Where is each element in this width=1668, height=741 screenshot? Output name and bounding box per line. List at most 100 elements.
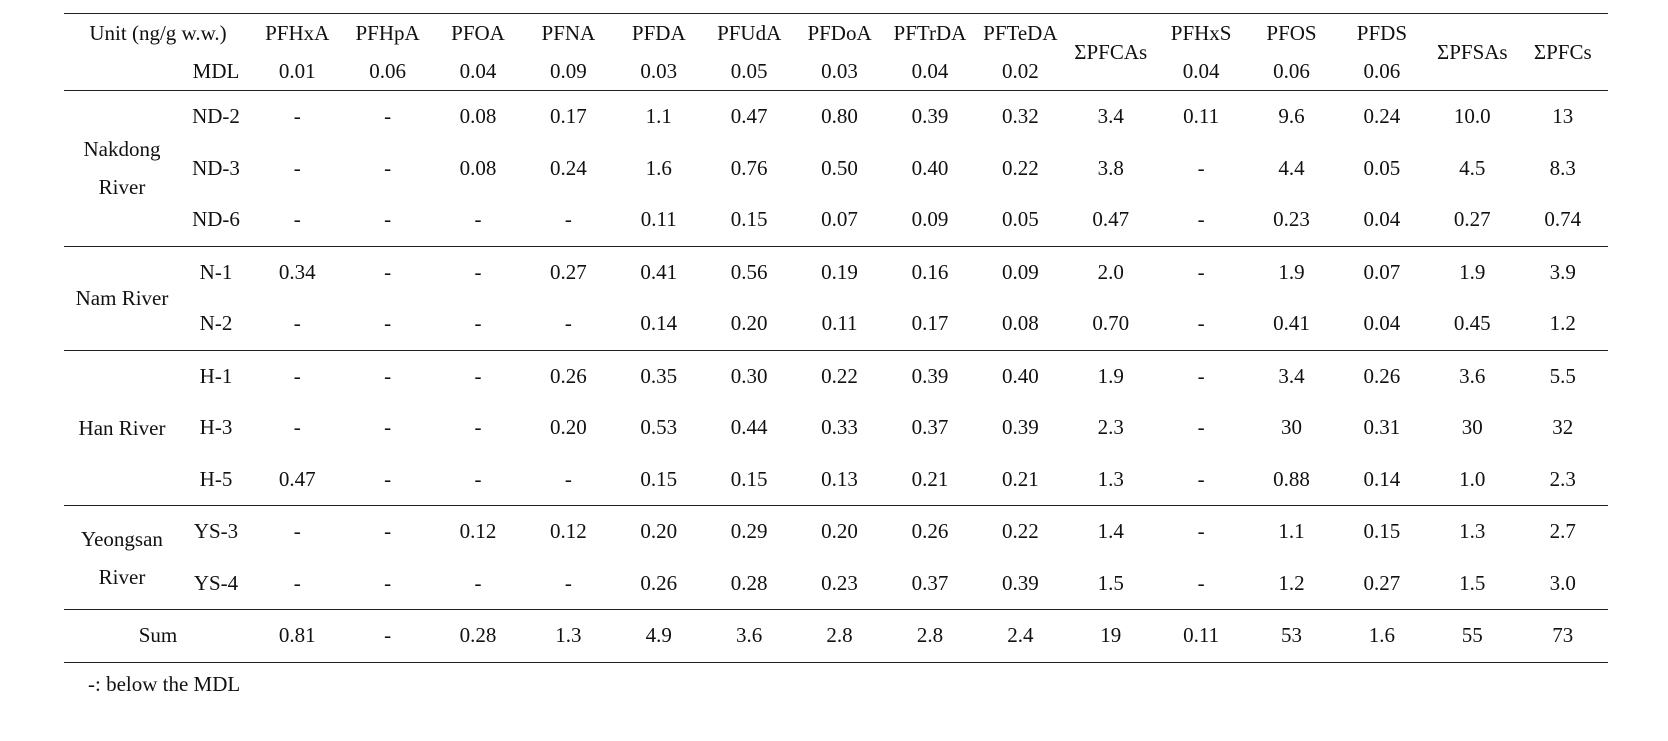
value-cell: 0.47 <box>252 453 343 506</box>
data-row: H-5 0.47- - -0.15 0.15 0.13 0.21 0.21 1.3-0.88 0.… <box>64 453 1608 506</box>
value-cell: 3.4 <box>1278 363 1305 388</box>
value-cell: 1.9 <box>1459 259 1486 284</box>
value-cell: 0.34 <box>278 259 316 284</box>
value-cell: 0.32 <box>1001 104 1039 129</box>
value-cell: 2.3 <box>1517 453 1608 506</box>
sum-label: Sum <box>64 609 253 663</box>
value-cell: 10.0 <box>1453 104 1491 129</box>
site-label: ND-2 <box>192 104 240 129</box>
value-cell: 1.5 <box>1427 557 1518 610</box>
value-cell: - <box>384 363 392 388</box>
value-cell: 0.33 <box>821 415 858 440</box>
value-cell: 0.11 <box>794 298 885 351</box>
mdl-value: 0.06 <box>342 52 433 91</box>
value-cell: 0.40 <box>1001 363 1039 388</box>
value-cell: - <box>252 194 343 247</box>
site-label: H-1 <box>199 363 233 388</box>
value-cell: 0.08 <box>459 155 497 180</box>
value-cell: 3.6 <box>1459 363 1486 388</box>
sum-value: 4.9 <box>613 609 704 663</box>
value-cell: - <box>384 259 392 284</box>
value-cell: - <box>474 363 482 388</box>
value-cell: 1.6 <box>645 155 672 180</box>
value-cell: 0.14 <box>613 298 704 351</box>
value-cell: - <box>1197 259 1205 284</box>
value-cell: - <box>474 259 482 284</box>
value-cell: - <box>1155 557 1247 610</box>
mdl-label: MDL <box>180 52 253 91</box>
value-cell: - <box>293 519 301 544</box>
value-cell: 0.22 <box>821 363 858 388</box>
site-label: YS-3 <box>193 519 239 544</box>
value-cell: - <box>342 557 433 610</box>
mdl-value: 0.02 <box>975 52 1066 91</box>
value-cell: 1.9 <box>1097 363 1124 388</box>
value-cell: 1.9 <box>1278 259 1305 284</box>
header-row: Unit (ng/g w.w.) PFHxA PFHpA PFOA PFNA PFDA PF… <box>64 13 1608 91</box>
column-header: PFUdA <box>703 13 795 52</box>
data-row: YS-4- - - -0.26 0.28 0.23 0.37 0.39 1.5-1.2 0.27 1… <box>64 557 1608 610</box>
value-cell: - <box>523 298 614 351</box>
mdl-value: 0.06 <box>1246 52 1337 91</box>
column-header: PFHxS <box>1155 13 1247 52</box>
value-cell: 3.4 <box>1097 104 1124 129</box>
value-cell: 0.23 <box>794 557 885 610</box>
value-cell: 0.26 <box>1363 363 1401 388</box>
value-cell: 0.19 <box>821 259 858 284</box>
value-cell: - <box>1197 519 1205 544</box>
value-cell: - <box>342 453 433 506</box>
column-header: PFDA <box>613 13 704 52</box>
column-header: ΣPFCAs <box>1065 13 1156 91</box>
value-cell: 0.16 <box>911 259 949 284</box>
value-cell: - <box>523 453 614 506</box>
value-cell: 0.08 <box>459 104 497 129</box>
sum-value: - <box>342 609 433 663</box>
data-row: N-2- - - -0.14 0.20 0.11 0.17 0.08 0.70-0.41 0.04… <box>64 298 1608 351</box>
value-cell: 0.05 <box>975 194 1066 247</box>
value-cell: 0.74 <box>1517 194 1608 247</box>
sum-value: 1.6 <box>1336 609 1428 663</box>
value-cell: 0.27 <box>550 259 587 284</box>
value-cell: 0.12 <box>459 519 497 544</box>
sum-value: 1.3 <box>523 609 614 663</box>
sum-value: 53 <box>1246 609 1337 663</box>
value-cell: 9.6 <box>1278 104 1305 129</box>
value-cell: 0.24 <box>1363 104 1401 129</box>
blank-cell <box>64 52 180 91</box>
mdl-value: 0.04 <box>1155 52 1247 91</box>
value-cell: 0.41 <box>1246 298 1337 351</box>
value-cell: 0.26 <box>911 519 949 544</box>
value-cell: 0.39 <box>975 557 1066 610</box>
site-label: H-3 <box>199 415 233 440</box>
value-cell: 0.07 <box>1363 259 1401 284</box>
value-cell: 0.14 <box>1336 453 1428 506</box>
site-label: H-5 <box>180 453 253 506</box>
data-row: Han River H-1- - -0.26 0.35 0.30 0.22 0.39 0.40 1… <box>64 350 1608 506</box>
column-header: PFHxA <box>252 13 343 52</box>
value-cell: 0.17 <box>884 298 976 351</box>
value-cell: 4.5 <box>1459 155 1486 180</box>
value-cell: 0.35 <box>640 363 678 388</box>
value-cell: 0.04 <box>1336 298 1428 351</box>
footnote: -: below the MDL <box>88 672 241 696</box>
value-cell: 0.37 <box>884 557 976 610</box>
value-cell: - <box>432 298 524 351</box>
value-cell: 1.2 <box>1517 298 1608 351</box>
value-cell: 32 <box>1552 415 1574 440</box>
value-cell: 0.70 <box>1065 298 1156 351</box>
value-cell: 0.22 <box>1001 519 1039 544</box>
column-header: PFTrDA <box>884 13 976 52</box>
value-cell: 0.15 <box>703 194 795 247</box>
data-row: Nakdong River ND-2- -0.08 0.17 1.1 0.47 0.80 0.… <box>64 90 1608 247</box>
value-cell: 0.20 <box>821 519 858 544</box>
value-cell: 1.2 <box>1246 557 1337 610</box>
value-cell: 0.47 <box>730 104 768 129</box>
value-cell: 0.20 <box>703 298 795 351</box>
value-cell: 0.53 <box>640 415 678 440</box>
value-cell: 0.07 <box>794 194 885 247</box>
value-cell: 30 <box>1281 415 1302 440</box>
value-cell: - <box>384 155 392 180</box>
column-header: PFDS <box>1336 13 1428 52</box>
data-row: H-3 - - - 0.20 0.53 0.44 0.33 0.37 0.39 2.3 - 30 0.31… <box>64 402 1608 454</box>
